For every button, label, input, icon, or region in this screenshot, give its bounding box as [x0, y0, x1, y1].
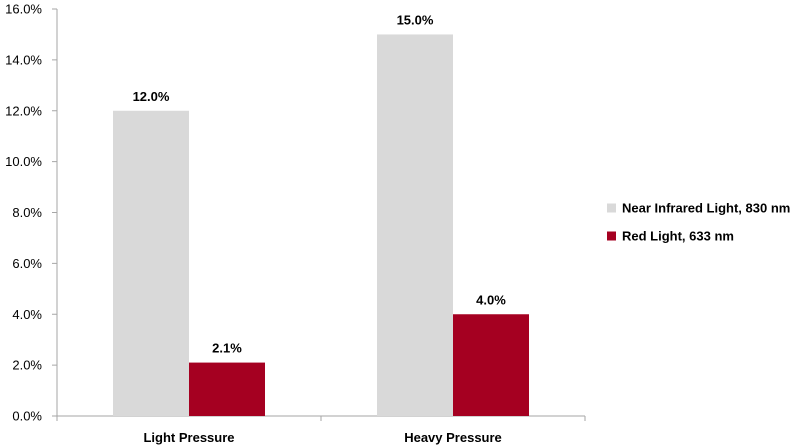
y-tick-label: 12.0% [5, 103, 42, 118]
data-label: 2.1% [212, 341, 242, 356]
x-category-label: Light Pressure [143, 430, 234, 445]
x-category-label: Heavy Pressure [404, 430, 502, 445]
y-tick-label: 10.0% [5, 154, 42, 169]
axes: 0.0% 2.0% 4.0% 6.0% 8.0% 10.0% 12.0% 14.0% 16.0%… [5, 2, 586, 445]
bar-near-infrared-heavy [377, 34, 453, 416]
legend-label: Near Infrared Light, 830 nm [622, 201, 790, 216]
data-label: 15.0% [397, 12, 434, 27]
bar-red-light [189, 362, 265, 416]
y-tick-label: 4.0% [12, 307, 42, 322]
data-labels: 12.0% 2.1% 15.0% 4.0% [133, 12, 507, 355]
bars [113, 34, 529, 416]
legend: Near Infrared Light, 830 nm Red Light, 63… [607, 201, 790, 244]
legend-swatch [607, 231, 616, 241]
data-label: 12.0% [133, 89, 170, 104]
y-tick-label: 8.0% [12, 205, 42, 220]
bar-red-heavy [453, 314, 529, 416]
legend-label: Red Light, 633 nm [622, 229, 734, 244]
y-tick-label: 14.0% [5, 52, 42, 67]
legend-swatch [607, 203, 616, 213]
y-tick-label: 16.0% [5, 2, 42, 17]
y-tick-label: 0.0% [12, 409, 42, 424]
y-tick-label: 2.0% [12, 358, 42, 373]
data-label: 4.0% [476, 292, 506, 307]
y-tick-label: 6.0% [12, 256, 42, 271]
bar-near-infrared-light [113, 110, 189, 416]
